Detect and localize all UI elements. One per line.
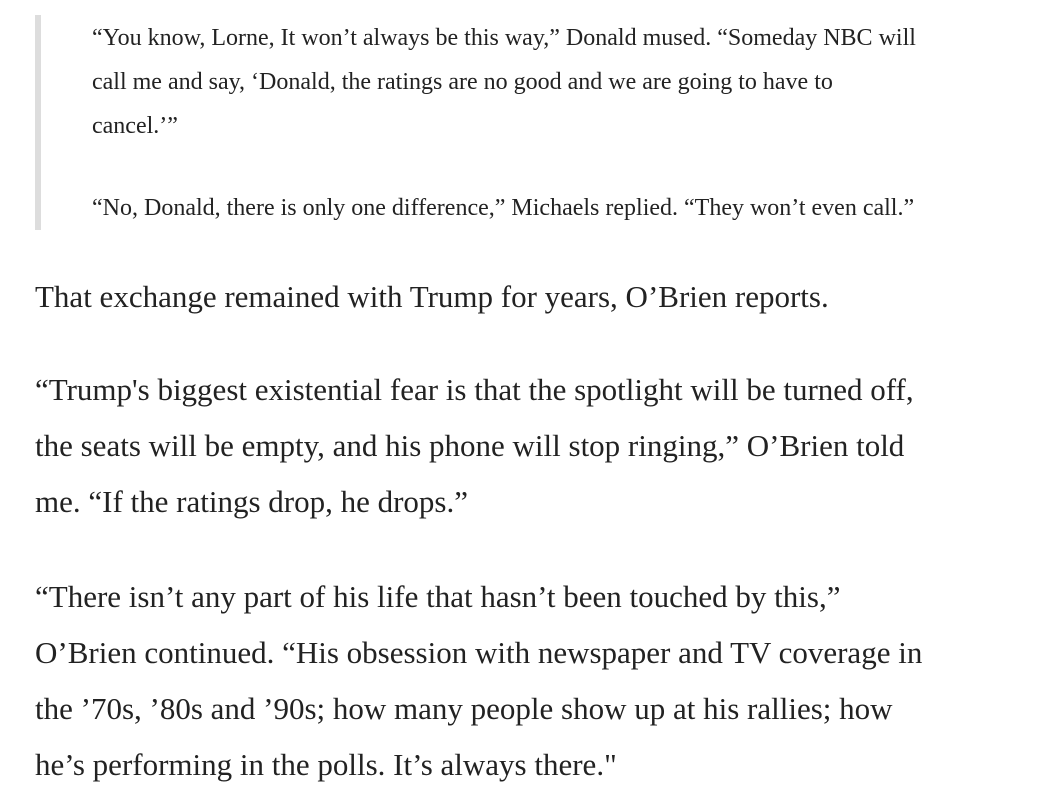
text-line: “No, Donald, there is only one differenc…: [92, 195, 915, 221]
text-line: “Trump's biggest existential fear is tha…: [35, 372, 914, 407]
paragraph: “You know, Lorne, It won’t always be thi…: [92, 16, 916, 148]
text-line: “You know, Lorne, It won’t always be thi…: [92, 25, 916, 51]
paragraph: “No, Donald, there is only one differenc…: [92, 186, 914, 230]
text-line: “There isn’t any part of his life that h…: [35, 579, 841, 614]
paragraph: That exchange remained with Trump for ye…: [35, 269, 829, 325]
text-line: me. “If the ratings drop, he drops.”: [35, 484, 469, 519]
text-line: cancel.’”: [92, 113, 178, 139]
text-line: call me and say, ‘Donald, the ratings ar…: [92, 69, 833, 95]
paragraph: “There isn’t any part of his life that h…: [35, 569, 922, 793]
blockquote-bar: [35, 15, 41, 230]
paragraph: “Trump's biggest existential fear is tha…: [35, 362, 914, 530]
text-line: he’s performing in the polls. It’s alway…: [35, 747, 617, 782]
text-line: the seats will be empty, and his phone w…: [35, 428, 905, 463]
text-line: That exchange remained with Trump for ye…: [35, 279, 829, 314]
text-line: the ’70s, ’80s and ’90s; how many people…: [35, 691, 893, 726]
text-line: O’Brien continued. “His obsession with n…: [35, 635, 923, 670]
